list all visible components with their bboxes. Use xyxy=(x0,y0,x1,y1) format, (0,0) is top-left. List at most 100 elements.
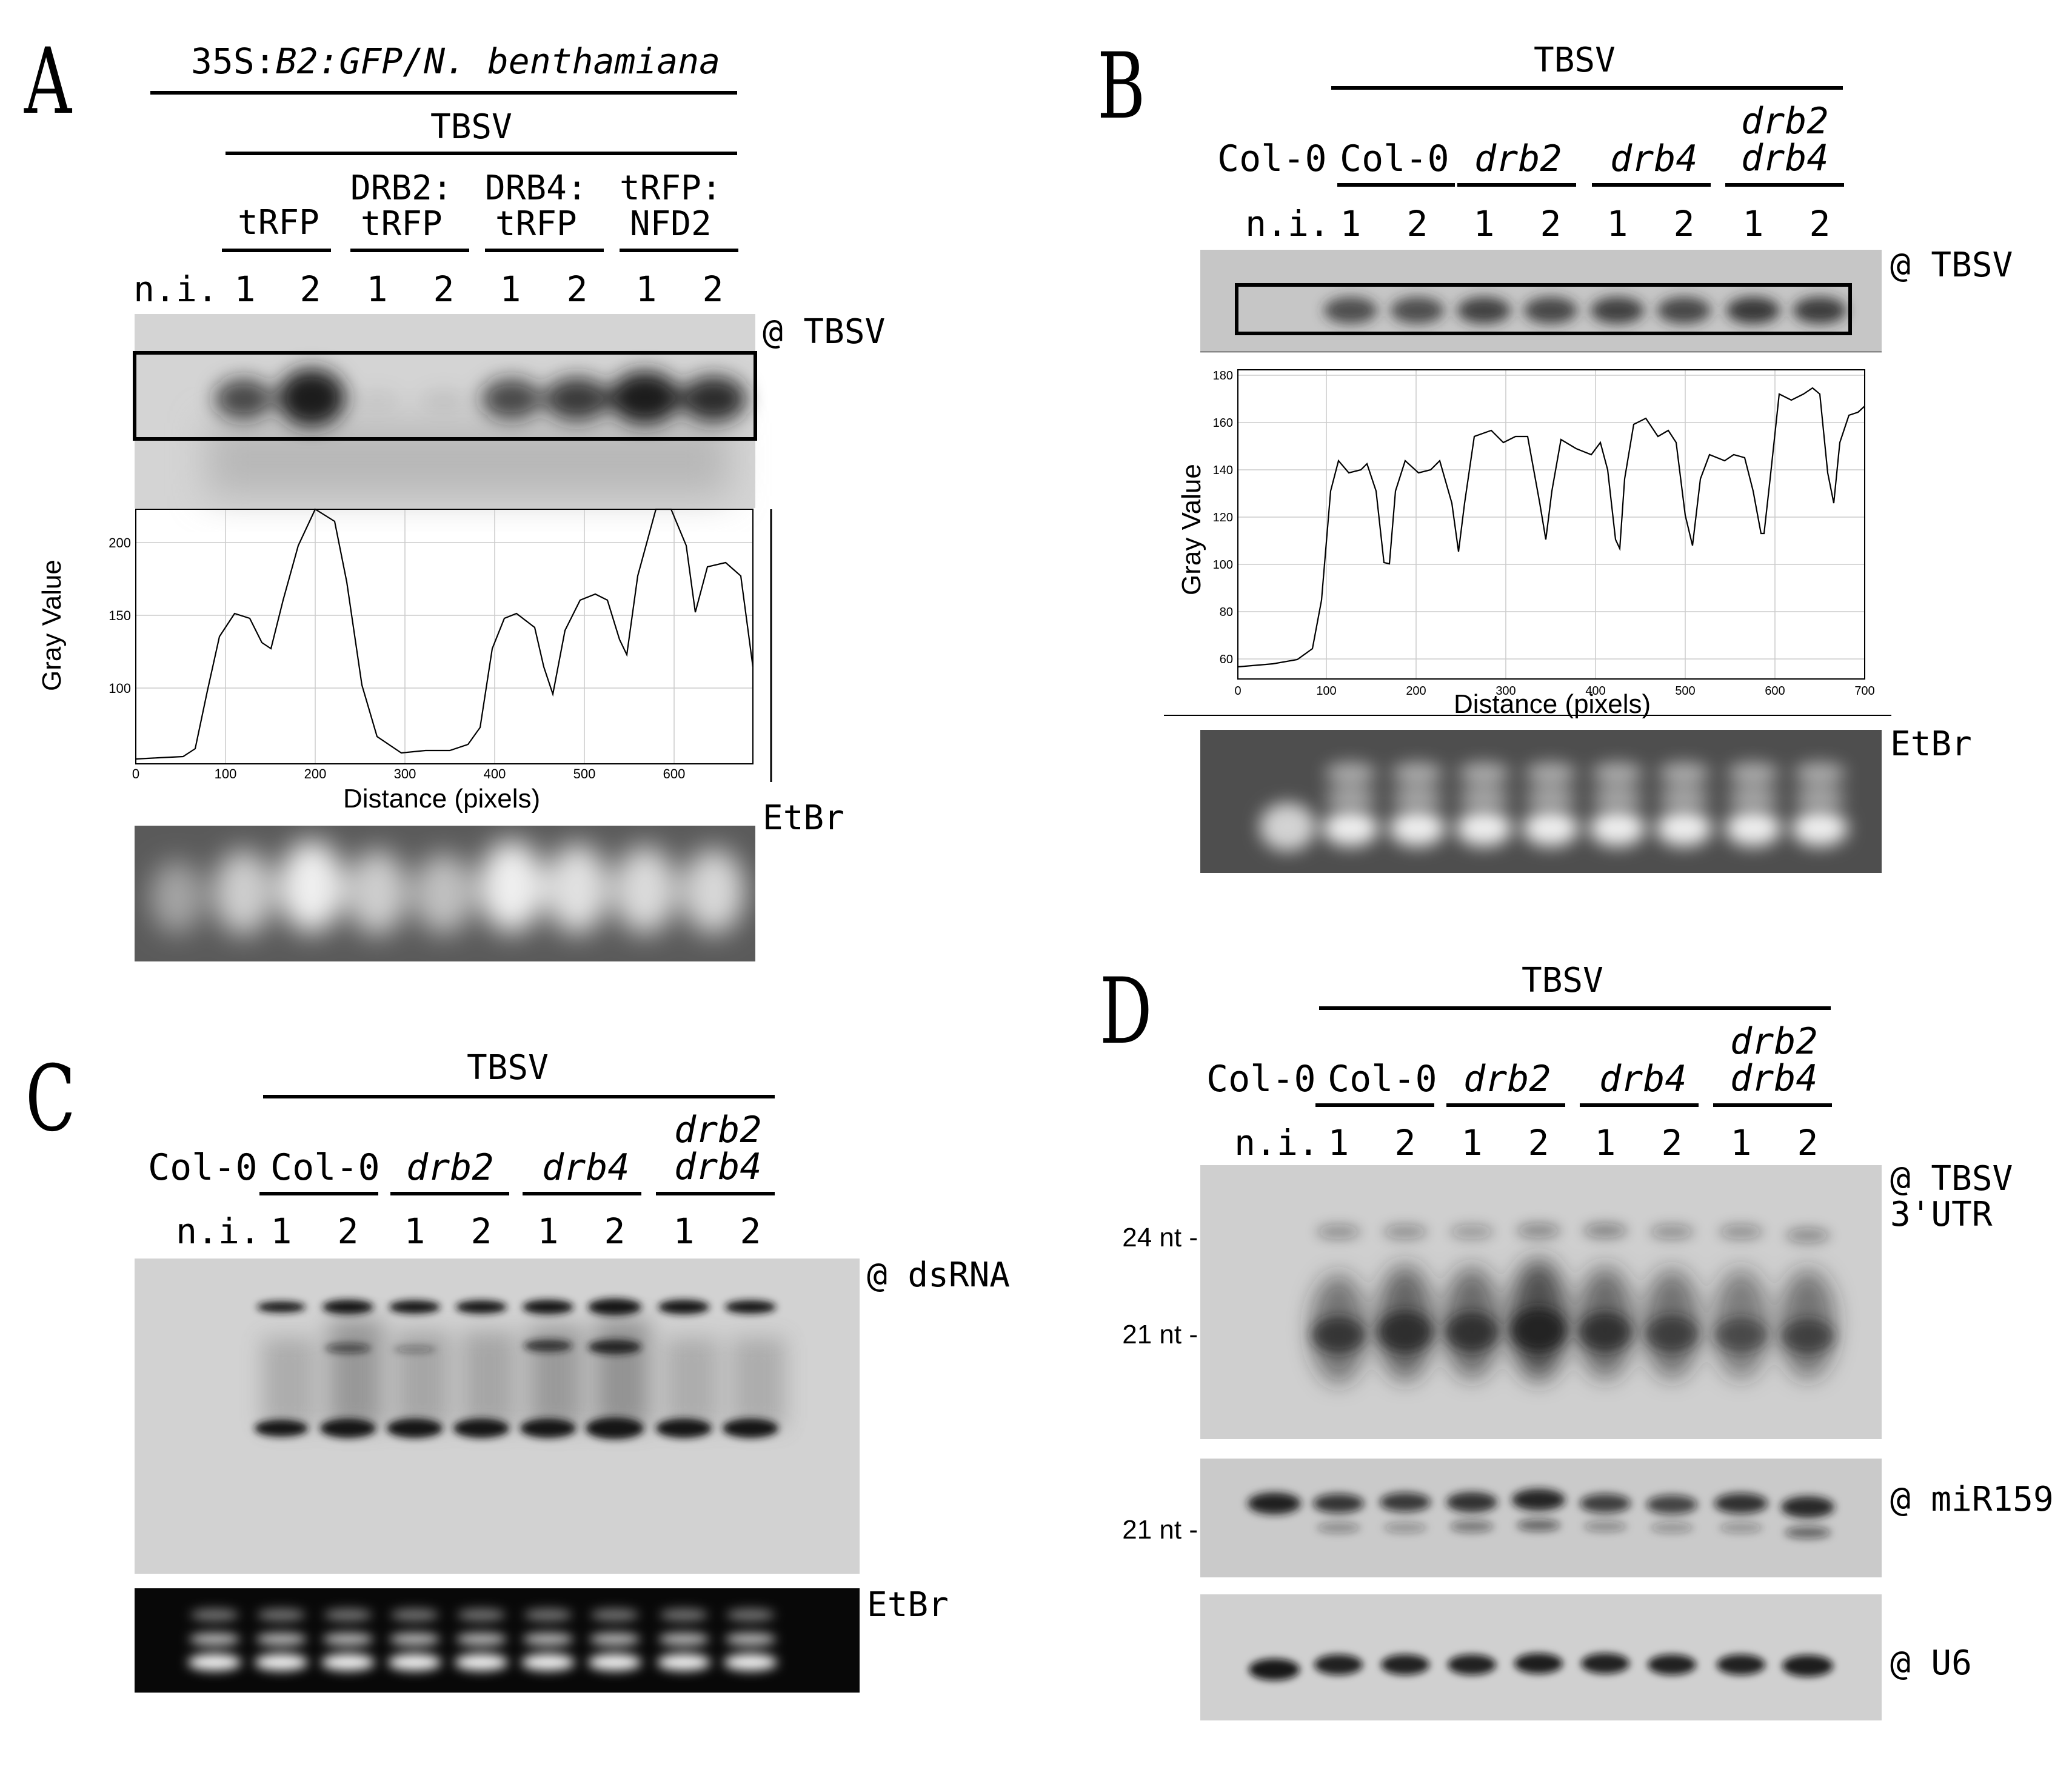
panel-a-lane-label: n.i. xyxy=(133,269,218,310)
svg-text:400: 400 xyxy=(484,766,506,781)
svg-text:0: 0 xyxy=(132,766,139,781)
panel-b-etbr-gel xyxy=(1200,730,1882,873)
svg-text:700: 700 xyxy=(1854,684,1874,698)
panel-c-group-2-line xyxy=(390,1192,509,1195)
panel-c-lane-label: n.i. xyxy=(176,1211,261,1252)
panel-d-mir159-blot xyxy=(1200,1459,1882,1577)
panel-a-densitometry-profile: 0 100 200 300 400 500 600 100 150 200 xyxy=(109,508,772,782)
panel-d-lane-label: 1 xyxy=(1328,1122,1349,1163)
panel-a-group-2: DRB2: tRFP xyxy=(350,169,453,244)
panel-d-lane-label: n.i. xyxy=(1234,1122,1319,1163)
panel-a-lane-label: 1 xyxy=(635,269,657,310)
svg-text:60: 60 xyxy=(1220,653,1233,666)
panel-c-lane-label: 2 xyxy=(470,1211,492,1252)
panel-b-group-3-line xyxy=(1592,183,1711,187)
panel-a-lane-label: 2 xyxy=(702,269,724,310)
panel-a-top-label: 35S:B2:GFP/N. benthamiana xyxy=(191,44,720,79)
panel-b-group-2-line xyxy=(1457,183,1576,187)
panel-c-probe-label: @ dsRNA xyxy=(867,1255,1011,1295)
panel-a-etbr-gel xyxy=(135,826,755,961)
panel-d-sirna-blot xyxy=(1200,1165,1882,1439)
panel-a-stain-label: EtBr xyxy=(763,798,844,838)
panel-c-lane-label: 2 xyxy=(740,1211,761,1252)
panel-b-stain-label: EtBr xyxy=(1890,724,1972,764)
svg-text:500: 500 xyxy=(573,766,596,781)
panel-b-densitometry-profile: 0 100 200 300 400 500 600 700 60 80 100 120 140 1… xyxy=(1164,369,1891,716)
panel-c-group-4-line xyxy=(656,1192,775,1195)
panel-b-northern-blot xyxy=(1200,250,1882,353)
panel-b-group-2: drb2 xyxy=(1474,138,1562,180)
panel-a-group-4-line xyxy=(620,249,738,252)
svg-text:100: 100 xyxy=(109,681,131,696)
panel-b-lane-label: 2 xyxy=(1809,203,1831,244)
panel-a-virus-label: TBSV xyxy=(430,107,512,147)
svg-text:300: 300 xyxy=(394,766,416,781)
panel-a-group-3: DRB4: tRFP xyxy=(485,169,587,244)
svg-text:200: 200 xyxy=(109,535,131,550)
panel-a-lane-label: 2 xyxy=(433,269,455,310)
panel-a-group-1-line xyxy=(222,249,331,252)
panel-c-virus-label: TBSV xyxy=(467,1048,549,1088)
svg-text:200: 200 xyxy=(1406,684,1426,698)
panel-b-group-4: drb2 drb4 xyxy=(1741,100,1829,180)
panel-a-lane-label: 2 xyxy=(299,269,321,310)
panel-b-group-1: Col-0 xyxy=(1340,138,1449,180)
panel-a-group-3-line xyxy=(485,249,604,252)
panel-c-lane-label: 1 xyxy=(537,1211,559,1252)
svg-text:300: 300 xyxy=(1496,684,1516,698)
svg-text:120: 120 xyxy=(1213,511,1233,524)
panel-c-lane-label: 1 xyxy=(673,1211,695,1252)
panel-b-lane-label: 1 xyxy=(1340,203,1362,244)
panel-d-lane-label: 1 xyxy=(1461,1122,1483,1163)
panel-a-top-line xyxy=(150,91,737,95)
panel-b-lane-label: n.i. xyxy=(1245,203,1330,244)
panel-d-group-4: drb2 drb4 xyxy=(1730,1020,1818,1100)
panel-d-lane-label: 1 xyxy=(1594,1122,1616,1163)
panel-d-control-label: Col-0 xyxy=(1206,1058,1316,1100)
panel-a-profile-ylabel: Gray Value xyxy=(37,560,67,691)
panel-d-marker-21nt: 21 nt - xyxy=(1122,1320,1198,1349)
panel-d-probe2-label: @ miR159 xyxy=(1890,1480,2054,1519)
panel-b-virus-label: TBSV xyxy=(1534,41,1616,80)
panel-b-group-4-line xyxy=(1725,183,1844,187)
panel-b-letter: B xyxy=(1097,34,1146,139)
svg-text:140: 140 xyxy=(1213,464,1233,477)
panel-b-group-1-line xyxy=(1337,183,1455,187)
panel-b-lane-label: 2 xyxy=(1406,203,1428,244)
panel-d-group-2-line xyxy=(1446,1103,1565,1107)
panel-c-virus-line xyxy=(263,1095,775,1098)
panel-c-lane-label: 2 xyxy=(337,1211,359,1252)
panel-b-virus-line xyxy=(1331,86,1843,90)
panel-a-lane-label: 1 xyxy=(234,269,256,310)
panel-d-group-3: drb4 xyxy=(1599,1058,1687,1100)
panel-d-group-4-line xyxy=(1713,1103,1832,1107)
panel-c-stain-label: EtBr xyxy=(867,1585,949,1625)
svg-text:600: 600 xyxy=(1765,684,1785,698)
panel-c-lane-label: 2 xyxy=(604,1211,626,1252)
panel-a-group-1: tRFP xyxy=(238,203,319,242)
svg-text:180: 180 xyxy=(1213,369,1233,383)
panel-a-lane-label: 1 xyxy=(500,269,521,310)
panel-b-lane-label: 2 xyxy=(1540,203,1562,244)
svg-text:150: 150 xyxy=(109,608,131,623)
panel-c-lane-label: 1 xyxy=(404,1211,426,1252)
panel-a-probe-label: @ TBSV xyxy=(763,312,886,352)
panel-d-probe3-label: @ U6 xyxy=(1890,1643,1972,1683)
panel-d-group-2: drb2 xyxy=(1463,1058,1551,1100)
svg-text:200: 200 xyxy=(304,766,327,781)
panel-a-group-4: tRFP: NFD2 xyxy=(620,169,722,244)
panel-a-top-label-italic: B2:GFP/N. benthamiana xyxy=(275,41,720,82)
panel-c-letter: C xyxy=(25,1046,76,1152)
panel-d-probe1-label: @ TBSV 3'UTR xyxy=(1890,1159,2013,1234)
panel-b-lane-label: 2 xyxy=(1673,203,1695,244)
panel-c-group-1-line xyxy=(259,1192,378,1195)
panel-b-lane-label: 1 xyxy=(1606,203,1628,244)
panel-d-lane-label: 2 xyxy=(1661,1122,1683,1163)
panel-c-group-2: drb2 xyxy=(406,1146,494,1189)
panel-a-lane-label: 1 xyxy=(366,269,388,310)
panel-d-marker-21nt-mir: 21 nt - xyxy=(1122,1515,1198,1545)
panel-d-u6-blot xyxy=(1200,1594,1882,1720)
panel-c-control-label: Col-0 xyxy=(148,1146,258,1189)
panel-d-marker-24nt: 24 nt - xyxy=(1122,1223,1198,1252)
panel-b-lane-label: 1 xyxy=(1473,203,1495,244)
